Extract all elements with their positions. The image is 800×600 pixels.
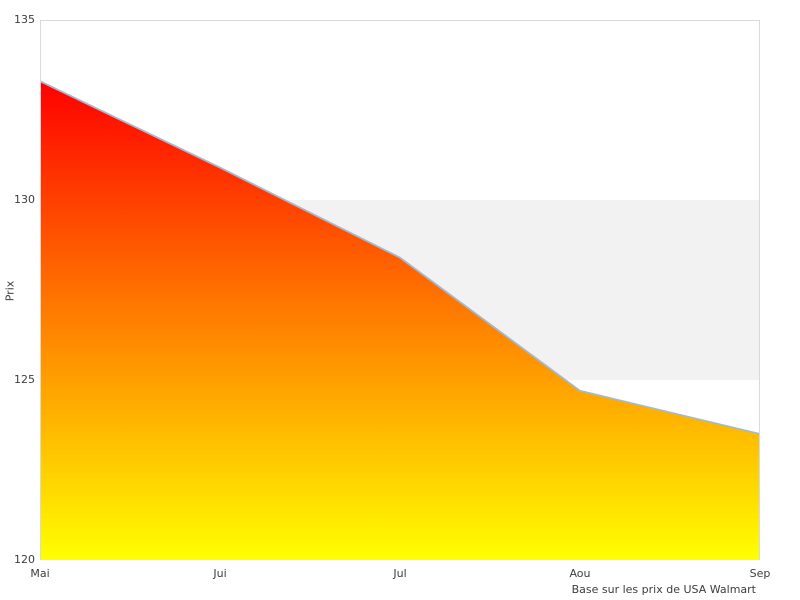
x-tick-label: Mai bbox=[30, 567, 50, 580]
y-tick-label: 120 bbox=[14, 553, 35, 566]
x-tick-label: Aou bbox=[569, 567, 591, 580]
x-tick-label: Jui bbox=[213, 567, 227, 580]
price-line bbox=[39, 80, 761, 435]
x-tick-label: Sep bbox=[749, 567, 771, 580]
x-tick-label: Jul bbox=[393, 567, 407, 580]
y-tick-label: 125 bbox=[14, 373, 35, 386]
y-tick-label: 135 bbox=[14, 13, 35, 26]
plot-border bbox=[40, 20, 760, 560]
y-tick-label: 130 bbox=[14, 193, 35, 206]
y-axis-title: Prix bbox=[3, 280, 17, 302]
price-area bbox=[40, 81, 760, 560]
source-caption: Base sur les prix de USA Walmart bbox=[571, 583, 756, 596]
